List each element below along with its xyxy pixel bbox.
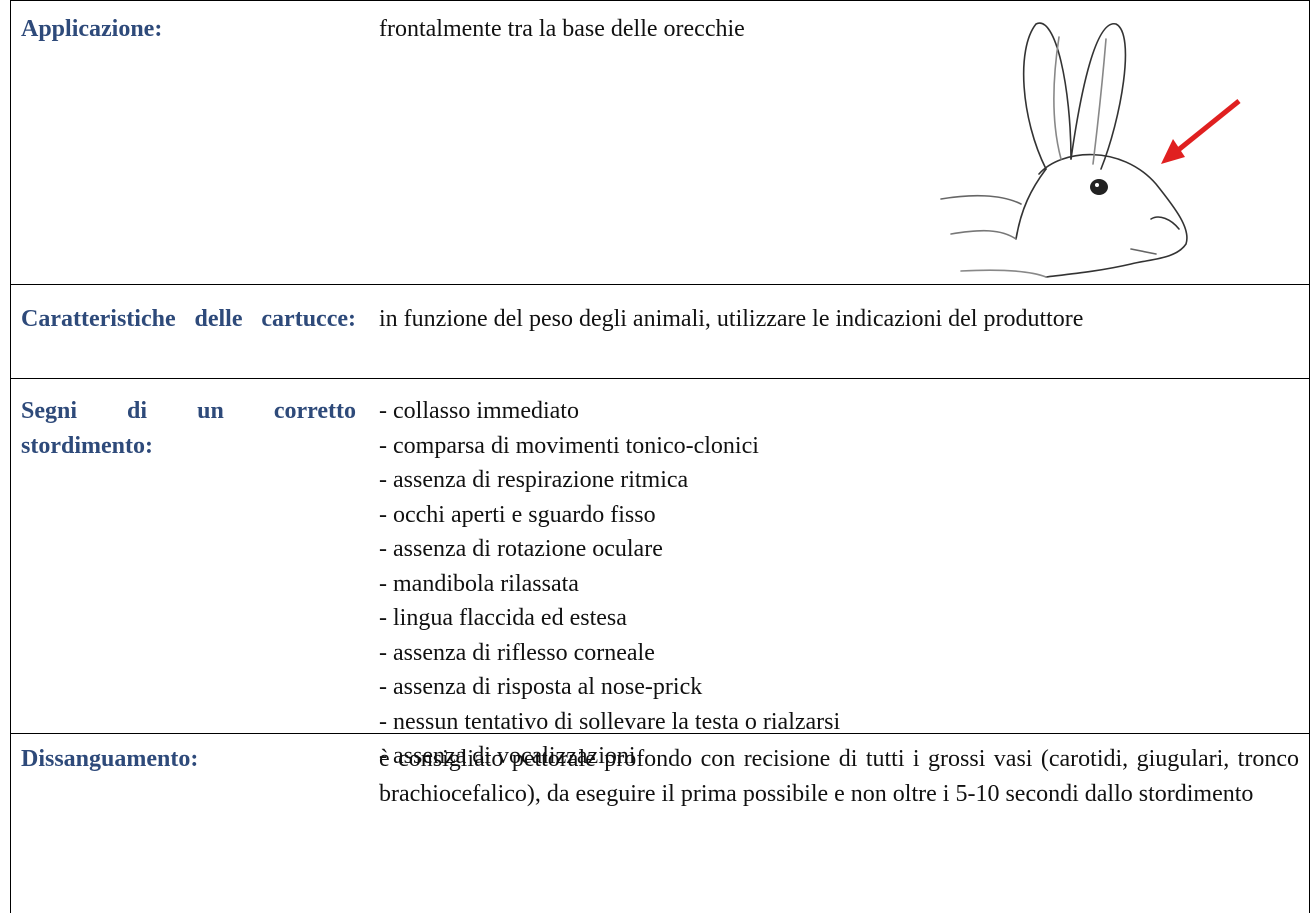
- item-list: - collasso immediato - comparsa di movime…: [379, 394, 1299, 774]
- list-item: - occhi aperti e sguardo fisso: [379, 501, 656, 528]
- row-label: Applicazione:: [21, 16, 163, 42]
- row-label: Caratteristiche delle cartucce:: [21, 306, 356, 332]
- list-item: - assenza di riflesso corneale: [379, 639, 655, 666]
- row-label: Segni di un corretto stordimento:: [21, 398, 356, 459]
- list-item: - assenza di risposta al nose-prick: [379, 674, 703, 700]
- rabbit-illustration: [940, 22, 1241, 278]
- list-item: - mandibola rilassata: [379, 570, 579, 597]
- table-row: Applicazione: frontalmente tra la base d…: [10, 0, 1310, 284]
- list-item: - assenza di vocalizzazioni: [379, 743, 636, 769]
- list-item: - comparsa di movimenti tonico-clonici: [379, 432, 759, 459]
- row-text: in funzione del peso degli animali, util…: [379, 306, 1084, 332]
- table-row: Dissanguamento: è consigliato pettorale …: [10, 733, 1310, 913]
- table-row: Caratteristiche delle cartucce: in funzi…: [10, 284, 1310, 378]
- list-item: - nessun tentativo di sollevare la testa…: [379, 708, 841, 735]
- table-row: Segni di un corretto stordimento: - coll…: [10, 378, 1310, 769]
- row-label: Dissanguamento:: [21, 746, 199, 772]
- list-item: - lingua flaccida ed estesa: [379, 605, 627, 631]
- list-item: - assenza di rotazione oculare: [379, 536, 663, 562]
- row-text: è consigliato pettorale profondo con rec…: [379, 746, 1299, 807]
- list-item: - assenza di respirazione ritmica: [379, 467, 689, 493]
- list-item: - collasso immediato: [379, 398, 579, 424]
- row-text: frontalmente tra la base delle orecchie: [379, 16, 745, 42]
